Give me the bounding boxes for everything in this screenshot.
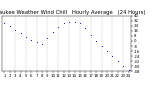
Title: Milwaukee Weather Wind Chill   Hourly Average   (24 Hours): Milwaukee Weather Wind Chill Hourly Aver… bbox=[0, 10, 146, 15]
